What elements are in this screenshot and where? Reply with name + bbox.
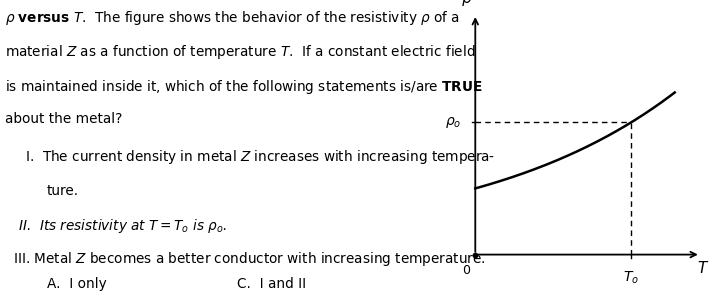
Text: about the metal?: about the metal? [6,112,123,126]
Text: ture.: ture. [47,184,79,198]
Text: A.  I only: A. I only [47,277,106,291]
Text: $\rho$ $\mathbf{versus}$ $T$.  The figure shows the behavior of the resistivity : $\rho$ $\mathbf{versus}$ $T$. The figure… [6,9,461,27]
Text: C.  I and II: C. I and II [237,277,306,291]
Text: $\rho_o$: $\rho_o$ [445,115,462,130]
Text: material $Z$ as a function of temperature $T$.  If a constant electric field: material $Z$ as a function of temperatur… [6,43,476,61]
Text: II.  Its resistivity at $T = T_o$ is $\rho_o$.: II. Its resistivity at $T = T_o$ is $\rh… [18,217,227,235]
Text: I.  The current density in metal $Z$ increases with increasing tempera-: I. The current density in metal $Z$ incr… [25,148,495,166]
Text: $T$: $T$ [697,260,709,276]
Text: is maintained inside it, which of the following statements is/are $\mathbf{TRUE}: is maintained inside it, which of the fo… [6,78,484,96]
Text: III. Metal $Z$ becomes a better conductor with increasing temperature.: III. Metal $Z$ becomes a better conducto… [13,250,486,268]
Text: $T_o$: $T_o$ [623,270,640,286]
Text: $0$: $0$ [462,263,471,277]
Text: $\rho$: $\rho$ [461,0,472,7]
